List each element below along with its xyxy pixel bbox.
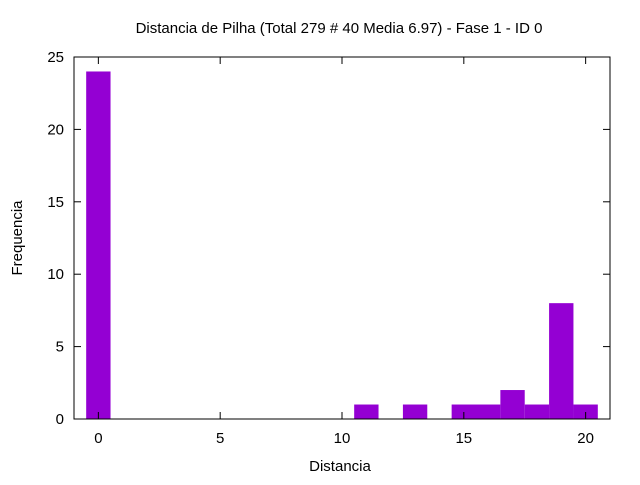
x-tick-label-15: 15 bbox=[455, 430, 472, 447]
x-tick-label-5: 5 bbox=[216, 430, 224, 447]
plot-frame bbox=[73, 56, 611, 420]
bar-13 bbox=[402, 404, 428, 419]
bar-20 bbox=[573, 404, 598, 419]
x-tick-label-10: 10 bbox=[334, 430, 351, 447]
x-tick-label-20: 20 bbox=[577, 430, 594, 447]
bar-11 bbox=[354, 404, 379, 419]
bar-19 bbox=[549, 303, 574, 419]
bars-group bbox=[86, 71, 598, 419]
y-tick-label-25: 25 bbox=[47, 49, 64, 66]
bar-16 bbox=[476, 404, 501, 419]
x-axis-label: Distancia bbox=[309, 458, 371, 475]
y-axis-label: Frequencia bbox=[9, 200, 26, 276]
y-tick-label-5: 5 bbox=[56, 339, 64, 356]
y-tick-label-15: 15 bbox=[47, 194, 64, 211]
y-tick-label-0: 0 bbox=[56, 411, 64, 428]
bar-17 bbox=[500, 390, 525, 419]
y-tick-label-10: 10 bbox=[47, 266, 64, 283]
bar-15 bbox=[451, 404, 476, 419]
y-tick-label-20: 20 bbox=[47, 121, 64, 138]
y-axis-ticks: 0 5 10 15 20 25 bbox=[47, 49, 610, 428]
bar-0 bbox=[86, 71, 111, 419]
x-tick-label-0: 0 bbox=[94, 430, 102, 447]
x-axis-ticks: 0 5 10 15 20 bbox=[94, 57, 594, 447]
chart-title: Distancia de Pilha (Total 279 # 40 Media… bbox=[136, 20, 543, 37]
bar-18 bbox=[524, 404, 550, 419]
